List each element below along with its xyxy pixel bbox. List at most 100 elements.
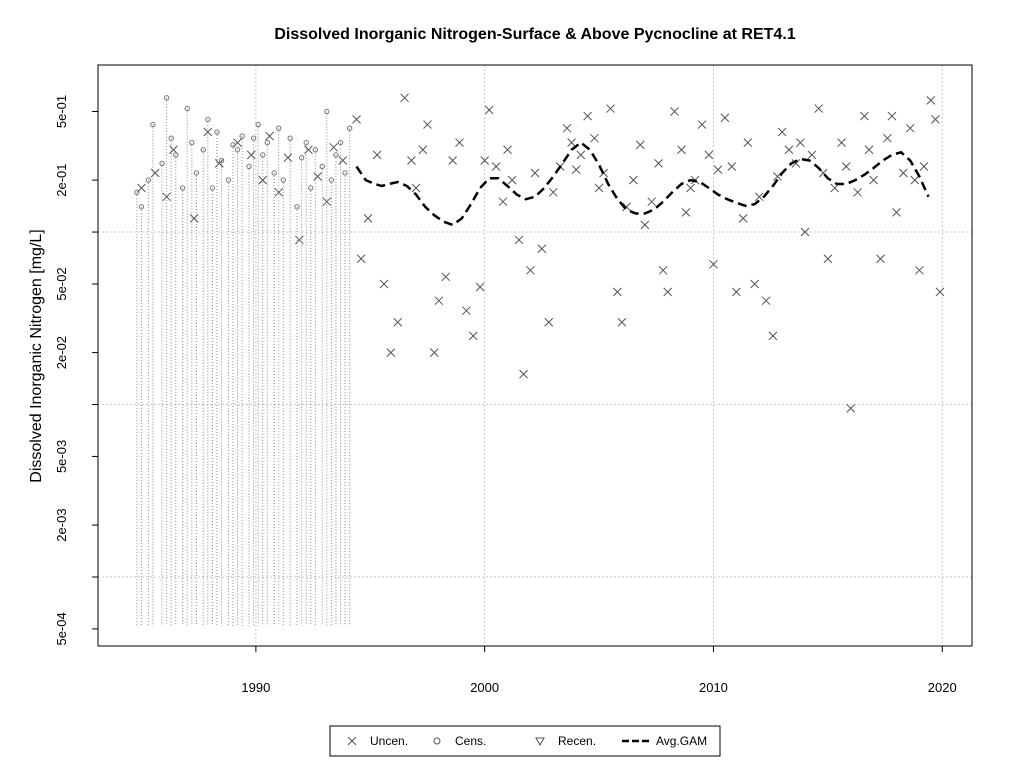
marker-stroke <box>507 175 517 185</box>
uncensored-point <box>750 279 759 289</box>
censored-point <box>168 135 174 141</box>
uncensored-point <box>935 287 945 297</box>
marker-stroke <box>860 111 869 121</box>
uncensored-point <box>498 197 508 207</box>
censored-point <box>324 108 330 115</box>
uncensored-point <box>162 192 171 202</box>
y-tick-label: 5e-02 <box>54 267 69 300</box>
uncensored-point <box>352 115 361 124</box>
marker-stroke <box>892 208 901 217</box>
marker-stroke <box>731 287 741 297</box>
uncensored-point <box>441 272 451 282</box>
y-tick-label: 5e-04 <box>54 612 69 645</box>
uncensored-point <box>571 165 581 175</box>
marker-stroke <box>498 197 508 207</box>
marker-stroke <box>246 150 256 160</box>
marker-stroke <box>429 348 439 357</box>
censored-point <box>184 105 190 112</box>
uncensored-point <box>754 192 764 202</box>
marker-stroke <box>214 159 224 168</box>
marker-stroke <box>841 162 851 171</box>
marker-stroke <box>784 145 794 155</box>
uncensored-point <box>606 104 615 113</box>
marker-stroke <box>475 282 485 292</box>
marker-stroke <box>777 127 787 137</box>
x-axis: 1990 2000 2010 2020 <box>241 646 957 695</box>
marker-stroke <box>899 168 908 178</box>
marker-stroke <box>617 317 627 327</box>
marker-stroke <box>313 172 322 181</box>
uncensored-point <box>926 96 936 105</box>
y-tick-label: 2e-02 <box>54 336 69 369</box>
uncensored-point <box>647 197 657 207</box>
marker-stroke <box>455 138 464 147</box>
censored-point <box>234 147 241 153</box>
y-tick-label: 5e-03 <box>54 440 69 473</box>
uncensored-point <box>514 235 524 245</box>
marker-stroke <box>329 142 339 152</box>
marker-stroke <box>823 254 833 264</box>
marker-stroke <box>448 156 457 165</box>
uncensored-point <box>400 93 409 103</box>
uncensored-point <box>537 244 547 254</box>
marker-stroke <box>423 120 432 129</box>
grid <box>98 65 972 646</box>
censored-point <box>276 125 282 131</box>
marker-stroke <box>594 183 604 193</box>
marker-stroke <box>864 145 874 155</box>
marker-stroke <box>562 123 572 133</box>
uncensored-point <box>567 138 576 147</box>
uncensored-point <box>853 187 862 197</box>
uncensored-point <box>407 156 416 165</box>
censored-point <box>346 125 353 131</box>
legend-label: Avg.GAM <box>656 734 707 748</box>
uncensored-point <box>583 111 592 121</box>
data-points <box>134 93 945 413</box>
uncensored-point <box>507 175 517 185</box>
uncensored-point <box>864 145 874 155</box>
marker-stroke <box>544 317 554 327</box>
censored-point <box>246 163 252 170</box>
censored-point <box>333 152 339 158</box>
y-axis-label: Dissolved Inorganic Nitrogen [mg/L] <box>28 229 45 482</box>
uncensored-point <box>860 111 869 121</box>
uncensored-point <box>519 369 528 379</box>
censored-point <box>319 163 325 170</box>
marker-stroke <box>441 272 451 282</box>
marker-stroke <box>670 107 679 116</box>
uncensored-point <box>796 138 805 147</box>
censored-point <box>189 139 195 146</box>
uncensored-point <box>322 197 332 207</box>
uncensored-point <box>670 107 679 116</box>
uncensored-point <box>704 150 714 160</box>
uncensored-point <box>356 254 366 264</box>
uncensored-point <box>468 331 478 341</box>
uncensored-point <box>590 133 599 143</box>
marker-stroke <box>791 159 801 168</box>
censored-point <box>145 177 152 183</box>
uncensored-point <box>830 183 840 193</box>
uncensored-point <box>800 227 810 237</box>
marker-stroke <box>322 197 332 207</box>
censored-point <box>294 204 300 210</box>
uncensored-point <box>363 214 373 223</box>
marker-stroke <box>571 165 581 175</box>
uncensored-point <box>622 202 631 212</box>
uncensored-point <box>910 175 920 185</box>
uncensored-point <box>418 145 428 155</box>
uncensored-point <box>423 120 432 129</box>
uncensored-point <box>411 183 421 193</box>
marker-stroke <box>352 115 361 124</box>
uncensored-point <box>823 254 833 264</box>
legend-label: Uncen. <box>370 734 408 748</box>
uncensored-point <box>329 142 339 152</box>
marker-stroke <box>910 175 920 185</box>
uncensored-point <box>304 145 313 155</box>
marker-stroke <box>169 145 178 155</box>
marker-stroke <box>583 111 592 121</box>
censored-point <box>271 170 277 176</box>
censored-point <box>260 152 266 158</box>
marker-stroke <box>647 197 657 207</box>
legend-triangle-icon <box>535 737 545 747</box>
censored-point <box>239 133 245 139</box>
